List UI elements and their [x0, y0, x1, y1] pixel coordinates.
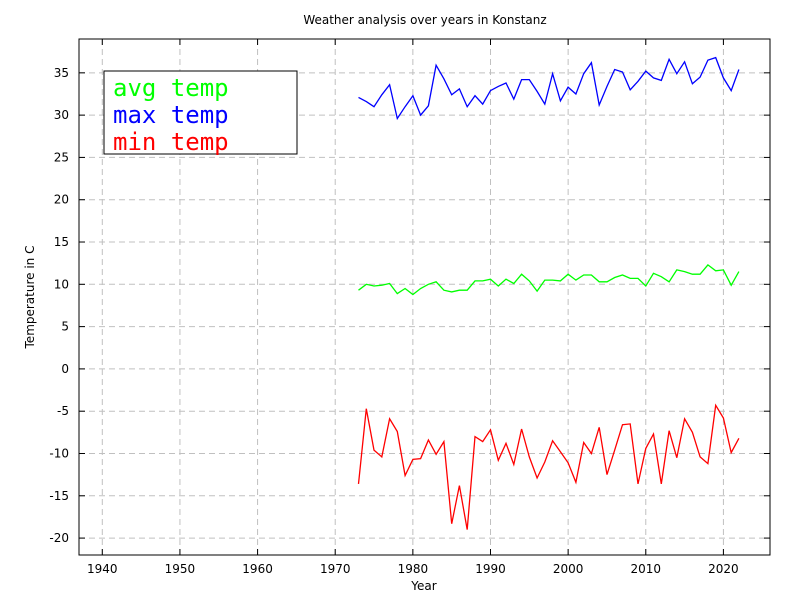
grid — [79, 39, 770, 555]
y-tick-label: 5 — [61, 320, 69, 334]
y-tick-label: 25 — [54, 150, 69, 164]
legend-entry-min-temp: min temp — [113, 128, 229, 156]
legend-box — [103, 70, 298, 155]
x-axis-label: Year — [410, 579, 436, 593]
series-line-avg-temp — [358, 264, 740, 296]
series-layer — [357, 56, 740, 530]
plot-frame — [78, 38, 771, 556]
y-axis-label: Temperature in C — [23, 246, 37, 350]
y-tick-label: 20 — [54, 193, 69, 207]
series-line-min-temp — [357, 403, 740, 530]
y-tick-label: 30 — [54, 108, 69, 122]
x-tick-label: 1980 — [398, 562, 429, 576]
y-tick-label: -15 — [49, 489, 69, 503]
x-tick-label: 1990 — [475, 562, 506, 576]
ticks: 1940 1950 1960 1970 1980 1990 2000 2010 2020-20-… — [49, 39, 770, 576]
x-tick-label: 2020 — [708, 562, 739, 576]
series-line-max-temp — [358, 56, 740, 121]
x-tick-label: 1950 — [165, 562, 196, 576]
x-tick-label: 1940 — [87, 562, 118, 576]
y-tick-label: -5 — [57, 404, 69, 418]
y-tick-label: 10 — [54, 277, 69, 291]
chart-title: Weather analysis over years in Konstanz — [303, 13, 546, 27]
x-tick-label: 2010 — [631, 562, 662, 576]
x-tick-label: 2000 — [553, 562, 584, 576]
y-tick-label: -10 — [49, 446, 69, 460]
y-tick-label: 15 — [54, 235, 69, 249]
y-tick-label: 0 — [61, 362, 69, 376]
x-tick-label: 1970 — [320, 562, 351, 576]
x-tick-label: 1960 — [242, 562, 273, 576]
legend-entry-avg-temp: avg temp — [113, 74, 229, 102]
y-tick-label: 35 — [54, 66, 69, 80]
y-tick-label: -20 — [49, 531, 69, 545]
legend-entry-max-temp: max temp — [113, 101, 229, 129]
